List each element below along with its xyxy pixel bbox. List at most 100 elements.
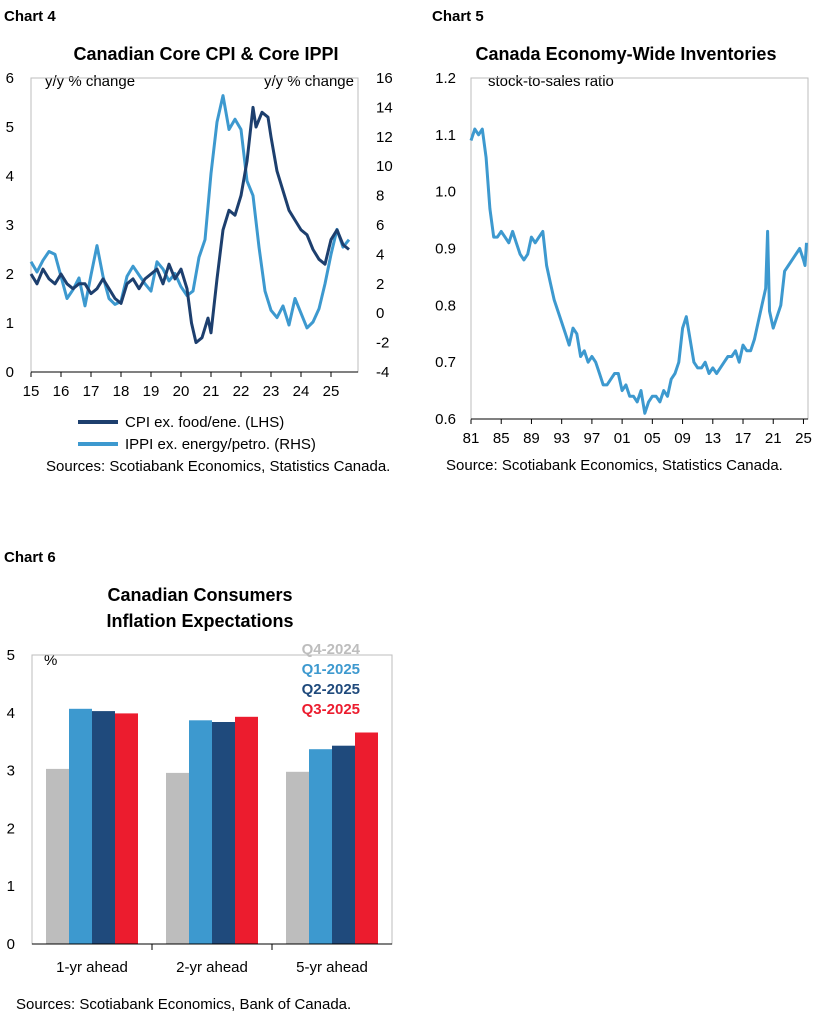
chart-4-x-tick-label: 20	[173, 383, 190, 400]
chart-4-right-tick-label: 0	[376, 305, 384, 322]
chart-4-left-axis-label: y/y % change	[45, 73, 135, 90]
chart-6-bar	[115, 713, 138, 944]
chart-6-bar	[69, 708, 92, 944]
chart-5-x-tick-label: 21	[765, 430, 782, 447]
chart-4-title: Canadian Core CPI & Core IPPI	[73, 44, 338, 64]
chart-4-right-tick-label: 14	[376, 99, 393, 116]
chart-4-left-tick-label: 0	[6, 364, 14, 381]
chart-4-x-ticks: 15 16 17 18 19 20 21 22 23 24 25	[23, 372, 340, 400]
chart-6-bar	[235, 716, 258, 944]
chart-4-left-tick-label: 6	[6, 70, 14, 87]
chart-6-bar	[166, 772, 189, 944]
chart-4-x-tick-label: 16	[53, 383, 70, 400]
chart-5-x-tick-label: 13	[704, 430, 721, 447]
chart-4-x-tick-label: 23	[263, 383, 280, 400]
chart-6-bar	[286, 771, 309, 944]
chart-4-left-tick-label: 3	[6, 217, 14, 234]
chart-5-x-ticks: 81 85 89 93 97 01 05 09 13 17 21 25	[463, 419, 812, 447]
chart-4-right-axis-label: y/y % change	[264, 73, 354, 90]
chart-5-x-tick-label: 89	[523, 430, 540, 447]
chart-6-bar	[46, 768, 69, 944]
chart-6-y-ticks: 0 1 2 3 4 5	[7, 647, 15, 953]
chart-4: Chart 4 Canadian Core CPI & Core IPPI y/…	[4, 8, 393, 475]
chart-4-left-tick-label: 1	[6, 315, 14, 332]
chart-4-legend-ippi-label: IPPI ex. energy/petro. (RHS)	[125, 436, 316, 453]
chart-6-axis-label: %	[44, 652, 57, 669]
chart-6-bar	[189, 720, 212, 944]
chart-5-x-tick-label: 01	[614, 430, 631, 447]
chart-5-y-ticks: 0.6 0.7 0.8 0.9 1.0 1.1 1.2	[435, 70, 456, 428]
chart-4-left-tick-label: 5	[6, 119, 14, 136]
chart-4-x-tick-label: 21	[203, 383, 220, 400]
chart-5-y-tick-label: 1.1	[435, 127, 456, 144]
chart-4-right-tick-label: -4	[376, 364, 389, 381]
chart-5-y-tick-label: 0.8	[435, 297, 456, 314]
chart-5-plot-frame	[470, 77, 809, 420]
chart-5-x-tick-label: 97	[584, 430, 601, 447]
chart-6-legend-label: Q4-2024	[302, 641, 361, 658]
chart-6-bar	[332, 745, 355, 944]
chart-6-title-line-2: Inflation Expectations	[106, 611, 293, 631]
chart-4-right-tick-label: 6	[376, 217, 384, 234]
chart-4-right-tick-label: 2	[376, 276, 384, 293]
chart-5-x-tick-label: 05	[644, 430, 661, 447]
chart-5-axis-label: stock-to-sales ratio	[488, 73, 614, 90]
chart-6-legend: Q4-2024 Q1-2025 Q2-2025 Q3-2025	[302, 641, 361, 718]
chart-6-y-tick-label: 3	[7, 763, 15, 780]
chart-4-left-tick-label: 4	[6, 168, 14, 185]
chart-4-x-tick-label: 19	[143, 383, 160, 400]
chart-4-ippi-line	[29, 94, 351, 330]
chart-4-x-tick-label: 17	[83, 383, 100, 400]
chart-5-y-tick-label: 0.9	[435, 241, 456, 258]
chart-4-x-tick-label: 18	[113, 383, 130, 400]
chart-6-bars	[46, 708, 378, 944]
chart-5-y-tick-label: 0.7	[435, 354, 456, 371]
chart-4-cpi-line	[29, 105, 350, 345]
chart-4-right-tick-label: 10	[376, 158, 393, 175]
chart-6-source: Sources: Scotiabank Economics, Bank of C…	[16, 996, 351, 1013]
chart-6-y-tick-label: 2	[7, 820, 15, 837]
chart-5-x-tick-label: 25	[795, 430, 812, 447]
chart-6-title-line-1: Canadian Consumers	[107, 585, 292, 605]
chart-6-legend-label: Q2-2025	[302, 681, 360, 698]
chart-6-bar	[212, 722, 235, 944]
chart-4-x-tick-label: 25	[323, 383, 340, 400]
chart-6-y-tick-label: 5	[7, 647, 15, 664]
chart-5-y-tick-label: 1.2	[435, 70, 456, 87]
chart-6-y-tick-label: 4	[7, 705, 15, 722]
chart-6-label: Chart 6	[4, 549, 56, 566]
chart-4-x-tick-label: 22	[233, 383, 250, 400]
chart-6-x-ticks: 1-yr ahead 2-yr ahead 5-yr ahead	[56, 944, 368, 976]
chart-5-y-tick-label: 0.6	[435, 411, 456, 428]
chart-6-legend-label: Q3-2025	[302, 701, 360, 718]
chart-6-x-tick-label: 1-yr ahead	[56, 959, 128, 976]
chart-6-bar	[92, 711, 115, 944]
chart-4-left-tick-label: 2	[6, 266, 14, 283]
chart-6: Chart 6 Canadian Consumers Inflation Exp…	[4, 549, 393, 1013]
chart-6-y-tick-label: 0	[7, 936, 15, 953]
chart-5-source: Source: Scotiabank Economics, Statistics…	[446, 457, 783, 474]
chart-6-bar	[355, 732, 378, 944]
chart-4-source: Sources: Scotiabank Economics, Statistic…	[46, 458, 390, 475]
chart-5-x-tick-label: 85	[493, 430, 510, 447]
chart-5-y-tick-label: 1.0	[435, 184, 456, 201]
chart-4-left-ticks: 0 1 2 3 4 5 6	[6, 70, 14, 381]
chart-4-right-ticks: -4 -2 0 2 4 6 8 10 12 14 16	[376, 70, 393, 381]
chart-5-x-tick-label: 93	[553, 430, 570, 447]
chart-5-x-tick-label: 81	[463, 430, 480, 447]
chart-5-stock-to-sales-line	[469, 127, 808, 415]
chart-6-legend-label: Q1-2025	[302, 661, 360, 678]
chart-5-x-tick-label: 17	[735, 430, 752, 447]
chart-6-bar	[309, 749, 332, 944]
chart-4-right-tick-label: 8	[376, 188, 384, 205]
chart-4-right-tick-label: 12	[376, 129, 393, 146]
chart-5-title: Canada Economy-Wide Inventories	[476, 44, 777, 64]
chart-5: Chart 5 Canada Economy-Wide Inventories …	[432, 8, 812, 474]
chart-5-label: Chart 5	[432, 8, 484, 25]
chart-4-label: Chart 4	[4, 8, 56, 25]
chart-4-right-tick-label: 16	[376, 70, 393, 87]
chart-4-x-tick-label: 15	[23, 383, 40, 400]
chart-6-y-tick-label: 1	[7, 878, 15, 895]
chart-4-right-tick-label: -2	[376, 335, 389, 352]
